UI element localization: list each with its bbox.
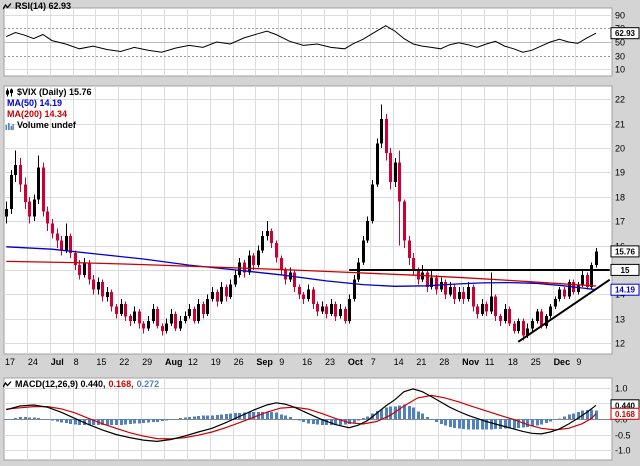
svg-text:50: 50 xyxy=(615,38,625,48)
macd-legend-label: MACD(12,26,9) 0.440, xyxy=(15,379,106,389)
svg-text:12: 12 xyxy=(188,357,198,367)
symbol-legend: $VIX (Daily) 15.76 xyxy=(5,87,92,97)
svg-text:14.19: 14.19 xyxy=(615,286,636,295)
main-line xyxy=(6,260,597,287)
main-line xyxy=(6,246,597,291)
svg-text:28: 28 xyxy=(439,357,449,367)
svg-text:-0.5: -0.5 xyxy=(615,431,631,441)
gridlines xyxy=(4,8,612,460)
volume-legend: Volume undef xyxy=(5,120,76,130)
svg-text:Jul: Jul xyxy=(51,357,64,367)
svg-text:15: 15 xyxy=(621,266,630,275)
ma200-legend-label: MA(200) 14.34 xyxy=(7,109,68,119)
svg-text:25: 25 xyxy=(531,357,541,367)
svg-text:23: 23 xyxy=(325,357,335,367)
svg-text:0.168: 0.168 xyxy=(615,410,636,419)
svg-text:8: 8 xyxy=(74,357,79,367)
svg-text:11: 11 xyxy=(485,357,494,367)
candlestick-icon xyxy=(5,88,14,97)
svg-text:30: 30 xyxy=(615,52,625,62)
svg-text:29: 29 xyxy=(142,357,152,367)
rsi-line xyxy=(6,25,597,53)
svg-text:1.0: 1.0 xyxy=(615,384,628,394)
macd-line xyxy=(6,388,597,443)
svg-text:20: 20 xyxy=(615,144,625,154)
svg-text:13: 13 xyxy=(615,315,625,325)
svg-text:-1.0: -1.0 xyxy=(615,446,631,456)
value-box xyxy=(610,283,640,296)
value-box xyxy=(610,245,640,258)
macd-hist-value: 0.272 xyxy=(136,379,160,389)
rsi-legend-label: RSI(14) 62.93 xyxy=(15,1,72,11)
svg-text:Sep: Sep xyxy=(256,357,273,367)
svg-text:9: 9 xyxy=(576,357,581,367)
symbol-title: $VIX (Daily) 15.76 xyxy=(17,87,92,97)
svg-text:22: 22 xyxy=(119,357,129,367)
svg-text:Dec: Dec xyxy=(554,357,571,367)
svg-text:16: 16 xyxy=(302,357,312,367)
macd-signal-value: 0.168, xyxy=(108,379,134,389)
rsi-legend: RSI(14) 62.93 xyxy=(3,1,71,11)
svg-text:19: 19 xyxy=(211,357,221,367)
svg-text:18: 18 xyxy=(508,357,518,367)
svg-text:Oct: Oct xyxy=(348,357,363,367)
macd-histogram xyxy=(5,404,598,430)
svg-text:10: 10 xyxy=(615,65,625,75)
volume-legend-label: Volume undef xyxy=(17,120,76,130)
svg-text:19: 19 xyxy=(615,168,625,178)
svg-text:21: 21 xyxy=(416,357,426,367)
svg-text:22: 22 xyxy=(615,95,625,105)
volume-bars-icon xyxy=(5,121,14,130)
svg-text:26: 26 xyxy=(234,357,244,367)
svg-text:7: 7 xyxy=(371,357,376,367)
macd-line xyxy=(6,394,597,440)
svg-text:18: 18 xyxy=(615,193,625,203)
macd-indicator-icon xyxy=(3,380,12,389)
svg-text:15: 15 xyxy=(96,357,106,367)
svg-text:90: 90 xyxy=(615,11,625,21)
trendline xyxy=(517,278,611,343)
svg-text:Nov: Nov xyxy=(462,357,479,367)
ma50-legend-label: MA(50) 14.19 xyxy=(7,98,63,108)
svg-text:21: 21 xyxy=(615,120,625,130)
svg-text:17: 17 xyxy=(5,357,15,367)
value-box xyxy=(610,27,640,40)
svg-text:Aug: Aug xyxy=(165,357,183,367)
svg-text:9: 9 xyxy=(279,357,284,367)
svg-text:17: 17 xyxy=(615,217,625,227)
value-box xyxy=(610,263,640,276)
ma50-legend: MA(50) 14.19 xyxy=(7,98,62,108)
svg-text:15.76: 15.76 xyxy=(615,247,636,256)
macd-legend: MACD(12,26,9) 0.440, 0.168, 0.272 xyxy=(3,379,159,389)
ma200-legend: MA(200) 14.34 xyxy=(7,109,67,119)
value-box xyxy=(610,407,640,420)
svg-text:62.93: 62.93 xyxy=(615,29,636,38)
svg-text:24: 24 xyxy=(28,357,38,367)
svg-text:12: 12 xyxy=(615,339,625,349)
rsi-indicator-icon xyxy=(3,2,12,11)
svg-text:0.440: 0.440 xyxy=(615,401,636,410)
svg-text:14: 14 xyxy=(394,357,404,367)
